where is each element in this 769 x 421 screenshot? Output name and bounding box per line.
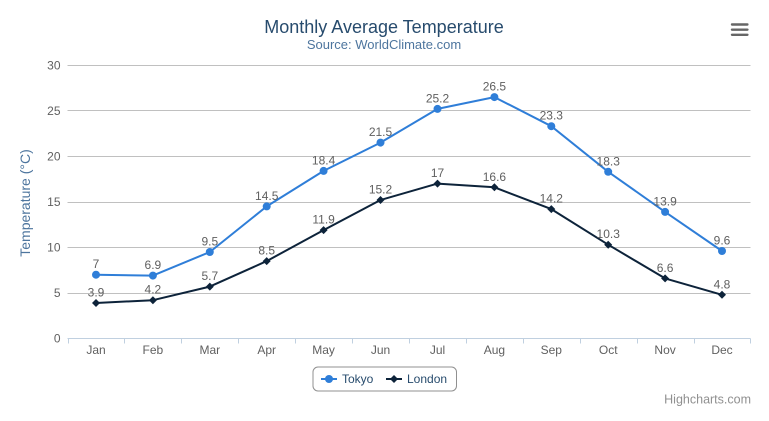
svg-text:9.5: 9.5 [201,235,218,249]
svg-text:21.5: 21.5 [369,125,393,139]
svg-text:9.6: 9.6 [714,234,731,248]
svg-text:8.5: 8.5 [258,244,275,258]
svg-text:Feb: Feb [143,343,164,357]
svg-text:5.7: 5.7 [201,269,218,283]
svg-text:Jun: Jun [371,343,390,357]
svg-text:Nov: Nov [654,343,675,357]
svg-text:25.2: 25.2 [426,91,450,105]
svg-text:15.2: 15.2 [369,183,393,197]
svg-text:Sep: Sep [541,343,563,357]
svg-text:25: 25 [47,104,61,118]
svg-text:11.9: 11.9 [312,213,335,227]
svg-text:London: London [407,372,447,386]
svg-text:16.6: 16.6 [483,170,507,184]
svg-text:Jan: Jan [86,343,105,357]
svg-text:20: 20 [47,150,61,164]
svg-text:Aug: Aug [484,343,505,357]
svg-text:13.9: 13.9 [653,194,677,208]
svg-text:Temperature (°C): Temperature (°C) [17,149,33,257]
svg-text:10.3: 10.3 [597,227,621,241]
svg-text:Monthly Average Temperature: Monthly Average Temperature [264,17,503,37]
svg-text:3.9: 3.9 [88,286,105,300]
svg-text:5: 5 [54,286,61,300]
svg-text:6.9: 6.9 [145,258,162,272]
svg-text:7: 7 [93,257,100,271]
svg-text:14.5: 14.5 [255,189,279,203]
svg-text:Tokyo: Tokyo [342,372,374,386]
svg-text:6.6: 6.6 [657,261,674,275]
svg-text:0: 0 [54,332,61,346]
svg-text:30: 30 [47,58,61,72]
svg-text:Source: WorldClimate.com: Source: WorldClimate.com [307,37,461,52]
svg-text:Apr: Apr [257,343,276,357]
svg-text:Mar: Mar [199,343,220,357]
svg-text:Jul: Jul [430,343,445,357]
svg-text:26.5: 26.5 [483,80,507,94]
svg-text:4.8: 4.8 [714,277,731,291]
svg-text:10: 10 [47,241,61,255]
svg-text:Oct: Oct [599,343,618,357]
svg-text:18.4: 18.4 [312,153,336,167]
svg-text:17: 17 [431,166,445,180]
svg-text:23.3: 23.3 [540,109,564,123]
svg-text:Dec: Dec [711,343,732,357]
svg-text:May: May [312,343,335,357]
svg-text:4.2: 4.2 [145,283,162,297]
svg-text:15: 15 [47,195,61,209]
svg-text:18.3: 18.3 [597,154,621,168]
svg-text:14.2: 14.2 [540,192,564,206]
svg-text:Highcharts.com: Highcharts.com [664,393,751,407]
